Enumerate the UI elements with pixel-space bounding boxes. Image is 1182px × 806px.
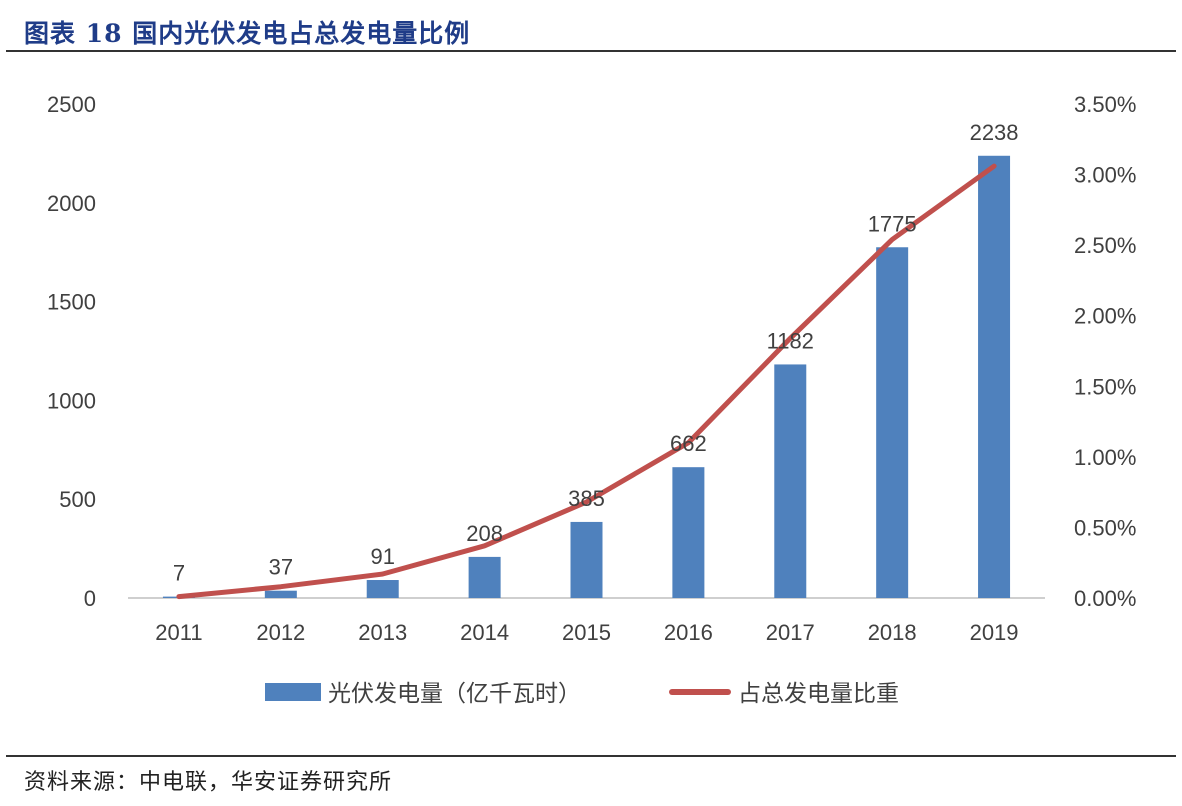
x-axis-tick-label: 2017 [766,620,815,645]
bar [774,364,807,598]
x-axis-tick-label: 2012 [256,620,305,645]
right-axis-tick-label: 3.50% [1074,92,1136,117]
left-axis-tick-label: 500 [59,487,96,512]
source-divider [6,755,1176,757]
left-axis-tick-label: 0 [84,586,96,611]
x-axis-tick-label: 2014 [460,620,509,645]
source-note: 资料来源：中电联，华安证券研究所 [24,770,393,795]
bar [468,556,501,598]
x-axis-tick-label: 2016 [664,620,713,645]
bar-data-label: 91 [370,544,394,569]
bar [978,155,1011,599]
right-axis-tick-label: 2.00% [1074,304,1136,329]
right-axis-tick-label: 1.50% [1074,374,1136,399]
right-axis-tick-label: 3.00% [1074,163,1136,188]
x-axis-tick-label: 2013 [358,620,407,645]
left-axis-tick-label: 2000 [47,191,96,216]
bar-data-label: 37 [269,555,293,580]
x-axis-tick-label: 2011 [155,620,202,645]
right-axis-tick-label: 1.00% [1074,445,1136,470]
share-line [176,163,997,600]
right-axis-tick-label: 0.00% [1074,586,1136,611]
x-axis-tick-label: 2019 [970,620,1019,645]
legend-bar-label: 光伏发电量（亿千瓦时） [328,681,581,707]
bar-data-label: 662 [670,431,707,456]
bar-data-label: 7 [173,561,185,586]
bar [264,590,297,598]
x-axis-ticks: 2011 2012 2013 2014 2015 2016 2017 2018 2019 [155,620,1018,645]
bar-series [162,155,1011,599]
bar [672,467,705,598]
line-series [176,163,997,600]
legend: 光伏发电量（亿千瓦时） 占总发电量比重 [265,681,899,707]
legend-bar-swatch [265,683,321,701]
bar-data-label: 1775 [868,211,917,236]
left-axis-tick-label: 1000 [47,388,96,413]
left-axis-tick-label: 2500 [47,92,96,117]
title-divider [6,50,1176,52]
chart-title: 图表 18 国内光伏发电占总发电量比例 [24,19,471,48]
bar [570,521,603,598]
legend-line-label: 占总发电量比重 [738,681,899,707]
data-labels: 7 37 91 208 385 662 1182 1775 2238 [173,120,1019,586]
bar-data-label: 208 [466,521,503,546]
right-axis-tick-label: 0.50% [1074,515,1136,540]
bar-data-label: 385 [568,486,605,511]
x-axis-tick-label: 2018 [868,620,917,645]
right-axis-ticks: 0.00% 0.50% 1.00% 1.50% 2.00% 2.50% 3.00% 3.50% [1074,92,1136,611]
left-axis-ticks: 0 500 1000 1500 2000 2500 [47,92,96,611]
bar [876,247,909,598]
bar-data-label: 1182 [767,328,814,353]
x-axis-tick-label: 2015 [562,620,611,645]
left-axis-tick-label: 1500 [47,290,96,315]
bar-data-label: 2238 [970,120,1019,145]
bar [366,580,399,598]
right-axis-tick-label: 2.50% [1074,233,1136,258]
